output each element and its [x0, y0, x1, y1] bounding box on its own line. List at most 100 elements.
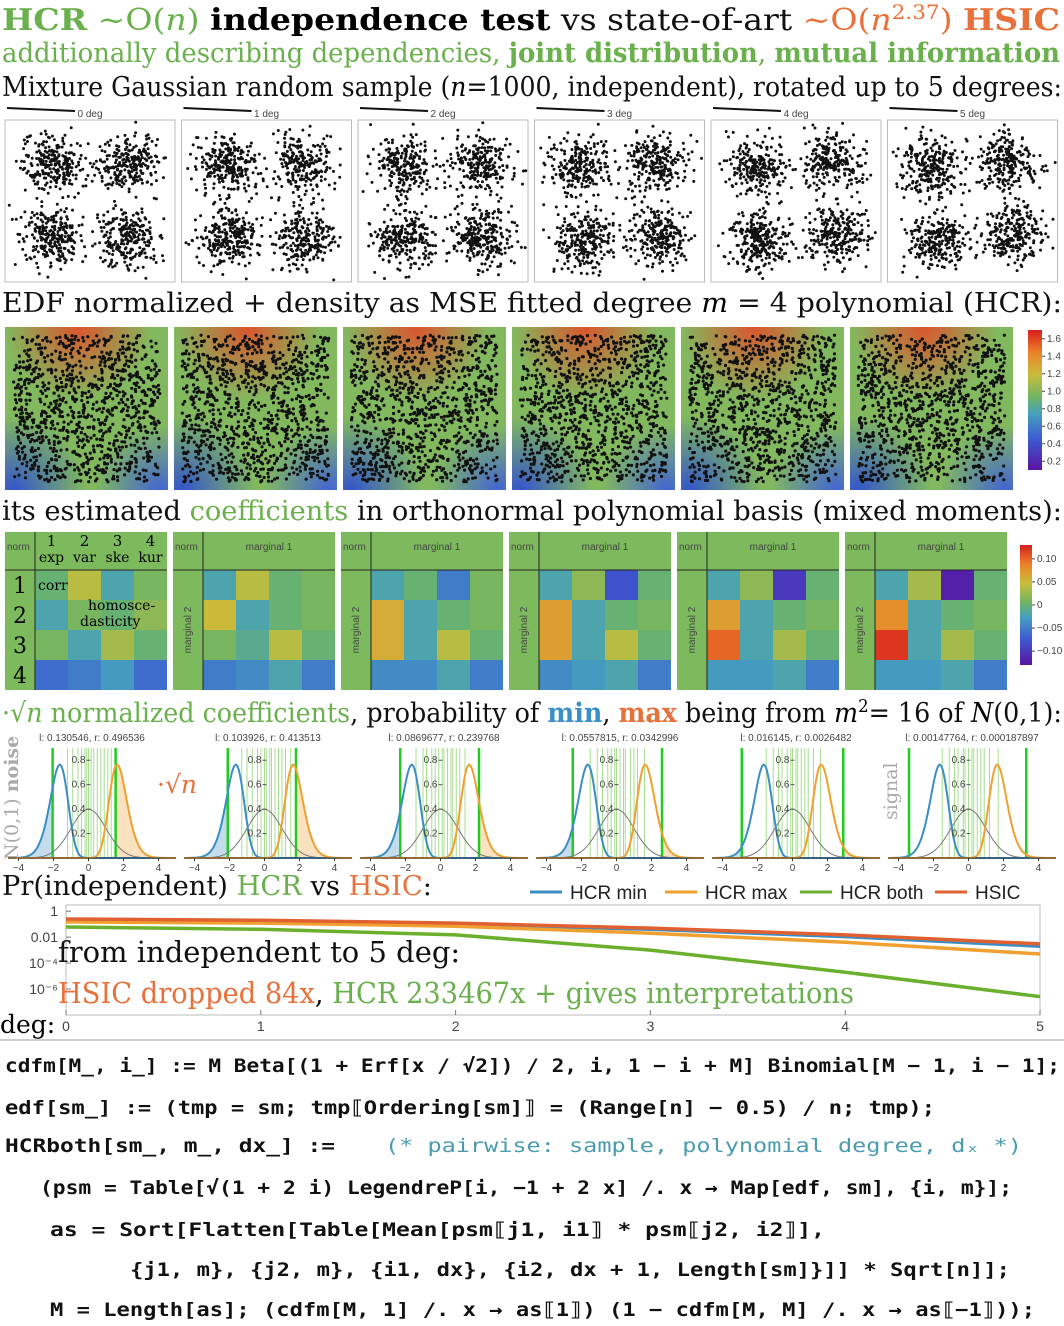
- column-name: ske: [106, 550, 130, 566]
- column-number: 4: [146, 532, 156, 550]
- y-tick-label: 10⁻⁴: [29, 955, 58, 971]
- y-tick-label: 0.6: [424, 780, 438, 791]
- y-tick-label: 0.8: [952, 755, 966, 766]
- matrix-norm: norm: [679, 542, 702, 553]
- column-name: var: [72, 550, 96, 566]
- text-part: HSIC: [349, 871, 423, 902]
- y-tick-label: 0.4: [776, 804, 790, 815]
- min-curve: [8, 763, 176, 859]
- x-tick-label: 4: [1036, 863, 1042, 874]
- text-part: joint distribution: [507, 38, 759, 69]
- sample-dots: [349, 333, 500, 484]
- y-tick-label: 10⁻⁶: [29, 981, 58, 997]
- text-part: ,: [602, 698, 618, 729]
- x-tick-label: 5: [1036, 1018, 1044, 1034]
- column-header: marginal 1: [750, 542, 797, 553]
- y-tick-label: 0.2: [424, 829, 438, 840]
- colorbar-label: 0.8: [1047, 404, 1061, 415]
- matrix-cell: [740, 660, 773, 690]
- colorbar-label: 1.2: [1047, 369, 1061, 380]
- panel-frame: [4, 119, 176, 283]
- annotation: from independent to 5 deg:: [58, 935, 460, 969]
- y-tick-label: 0.6: [600, 780, 614, 791]
- annotation: homosce-: [88, 598, 155, 614]
- code-comment: (* pairwise: sample, polynomial degree, …: [385, 1135, 1022, 1157]
- row-header: marginal 2: [855, 606, 866, 653]
- x-tick-label: 0: [790, 863, 796, 874]
- text-part: independence test: [210, 3, 550, 38]
- row-header: marginal 2: [519, 606, 530, 653]
- x-tick-label: −2: [928, 863, 940, 874]
- legend-label: HCR min: [570, 883, 647, 904]
- colorbar-label: 0.4: [1047, 439, 1061, 450]
- sample-dots: [184, 124, 342, 282]
- matrix-cell: [974, 570, 1007, 600]
- matrix-cell: [638, 570, 671, 600]
- x-tick-label: −4: [541, 863, 553, 874]
- matrix-cell: [134, 600, 167, 630]
- title: HCR ~O(n) independence test vs state-of-…: [2, 1, 1060, 39]
- row-number: 4: [13, 664, 27, 689]
- column-header: marginal 1: [414, 542, 461, 553]
- panel-frame: [887, 119, 1058, 283]
- colorbar-label: 1.6: [1047, 334, 1061, 345]
- y-tick-label: 0.6: [248, 780, 262, 791]
- heading: Mixture Gaussian random sample (n=1000, …: [2, 72, 1062, 103]
- scale-label: ·√n: [157, 770, 197, 799]
- matrix-cell: [638, 630, 671, 660]
- matrix-cell: [302, 660, 335, 690]
- text-part: from independent to 5 deg:: [58, 935, 460, 969]
- text-part: =1000, independent), rotated up to 5 deg…: [466, 72, 1062, 103]
- x-tick-label: −4: [717, 863, 729, 874]
- colorbar-label: 1.0: [1047, 386, 1061, 397]
- matrix-cell: [68, 570, 101, 600]
- matrix-cell: [638, 600, 671, 630]
- matrix-header: [341, 532, 503, 570]
- colorbar-label: 0.2: [1047, 456, 1061, 467]
- matrix-cell: [35, 660, 68, 690]
- heading: EDF normalized + density as MSE fitted d…: [2, 288, 1062, 319]
- text-part: 2: [858, 697, 868, 717]
- column-number: 2: [80, 532, 90, 550]
- matrix-header: [173, 532, 335, 570]
- matrix-cell: [875, 660, 908, 690]
- annotation: HSIC dropped 84x, HCR 233467x + gives in…: [58, 976, 854, 1010]
- series-line: [65, 920, 1041, 956]
- colorbar: [1028, 330, 1042, 470]
- title-stroke: [712, 107, 782, 112]
- legend-label: HCR both: [840, 883, 923, 904]
- panel-title: l: 0.00147764, r: 0.000187897: [905, 733, 1039, 744]
- panel-title: 3 deg: [607, 109, 632, 120]
- matrix-cell: [203, 570, 236, 600]
- matrix-cell: [941, 600, 974, 630]
- matrix-cell: [236, 630, 269, 660]
- panel-frame: [181, 119, 352, 283]
- matrix-norm: norm: [343, 542, 366, 553]
- heading: Pr(independent) HCR vs HSIC:: [2, 871, 432, 902]
- text-part: N: [970, 698, 994, 729]
- column-number: 3: [113, 532, 123, 550]
- x-tick-label: −2: [752, 863, 764, 874]
- matrix-cell: [572, 630, 605, 660]
- x-tick-label: 0: [966, 863, 972, 874]
- sample-dots: [7, 120, 167, 280]
- matrix-cell: [68, 630, 101, 660]
- matrix-cell: [539, 600, 572, 630]
- y-tick-label: 1: [50, 903, 58, 919]
- sample-dots: [180, 333, 331, 484]
- panel-title: l: 0.0557815, r: 0.0342996: [562, 733, 679, 744]
- matrix-cell: [371, 660, 404, 690]
- matrix-cell: [203, 660, 236, 690]
- sample-dots: [716, 121, 877, 280]
- matrix-cell: [437, 660, 470, 690]
- matrix-cell: [68, 660, 101, 690]
- matrix-cell: [875, 630, 908, 660]
- text-part: EDF normalized + density as MSE fitted d…: [2, 288, 701, 319]
- signal-label: signal: [880, 762, 902, 820]
- x-tick-label: 4: [332, 863, 338, 874]
- matrix-norm: norm: [511, 542, 534, 553]
- matrix-cell: [572, 660, 605, 690]
- matrix-cell: [740, 630, 773, 660]
- matrix-cell: [404, 600, 437, 630]
